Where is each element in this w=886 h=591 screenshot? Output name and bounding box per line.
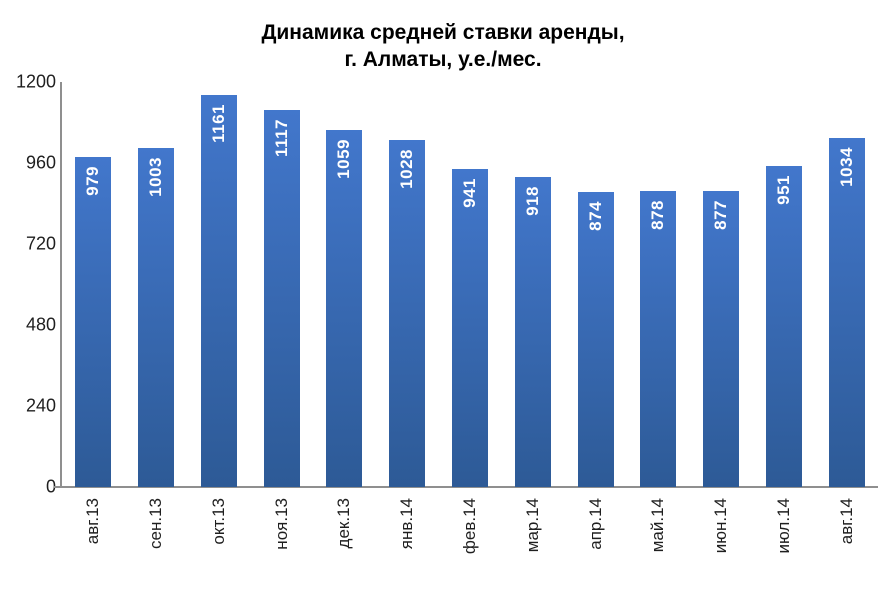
bar-value-label: 979: [83, 166, 103, 196]
x-axis-line: [54, 486, 878, 488]
bar-slot: 918: [501, 82, 564, 487]
bar: 1059: [326, 130, 363, 487]
bar-slot: 1003: [125, 82, 188, 487]
bar-series: 979 1003 1161 1117 1059 1028 941 918 874 878 877 95…: [62, 82, 878, 487]
bar-value-label: 951: [773, 175, 793, 205]
bar-slot: 979: [62, 82, 125, 487]
bar-value-label: 874: [585, 201, 605, 231]
x-axis-tick-slot: ноя.13: [250, 498, 313, 554]
bar-value-label: 1003: [146, 157, 166, 197]
x-axis-tick-label: мар.14: [522, 498, 542, 553]
x-axis-tick-slot: фев.14: [439, 498, 502, 554]
bar-slot: 1034: [815, 82, 878, 487]
bar: 951: [765, 166, 802, 487]
x-axis-tick-label: ноя.13: [271, 498, 291, 550]
bar-slot: 1117: [250, 82, 313, 487]
bar: 1117: [263, 110, 300, 487]
bar-value-label: 1117: [271, 119, 291, 157]
x-axis-tick-label: янв.14: [397, 498, 417, 550]
x-axis-tick-label: авг.14: [836, 498, 856, 545]
plot-area: 979 1003 1161 1117 1059 1028 941 918 874 878 877 95…: [62, 82, 878, 487]
bar: 941: [451, 169, 488, 487]
bar-value-label: 918: [522, 186, 542, 216]
bar: 1034: [828, 138, 865, 487]
bar-value-label: 941: [459, 178, 479, 208]
bar-slot: 1059: [313, 82, 376, 487]
x-axis-tick-slot: май.14: [627, 498, 690, 554]
x-axis-tick-slot: авг.13: [62, 498, 125, 554]
bar-value-label: 1028: [397, 149, 417, 189]
bar-value-label: 878: [648, 200, 668, 230]
y-axis-tick-label: 960: [25, 152, 56, 173]
x-axis-tick-slot: июн.14: [690, 498, 753, 554]
x-axis-tick-label: июл.14: [773, 498, 793, 554]
bar-slot: 874: [564, 82, 627, 487]
x-axis-tick-label: апр.14: [585, 498, 605, 550]
x-axis-tick-label: дек.13: [334, 498, 354, 549]
y-axis-tick-label: 480: [25, 314, 56, 335]
bar: 878: [640, 191, 677, 487]
bar-slot: 951: [752, 82, 815, 487]
bar-value-label: 1161: [208, 104, 228, 143]
x-axis-tick-label: окт.13: [208, 498, 228, 545]
bar-value-label: 1034: [836, 147, 856, 187]
bar: 979: [75, 157, 112, 487]
bar-slot: 878: [627, 82, 690, 487]
bar-slot: 1161: [188, 82, 251, 487]
bar: 1028: [389, 140, 426, 487]
bar-slot: 1028: [376, 82, 439, 487]
y-axis-line: [60, 82, 62, 487]
x-axis-tick-slot: авг.14: [815, 498, 878, 554]
x-axis-tick-labels: авг.13 сен.13 окт.13 ноя.13 дек.13 янв.14 фев.…: [62, 498, 878, 554]
bar: 1003: [138, 148, 175, 487]
x-axis-tick-slot: сен.13: [125, 498, 188, 554]
x-axis-tick-label: май.14: [648, 498, 668, 553]
bar-value-label: 877: [711, 200, 731, 230]
bar-slot: 877: [690, 82, 753, 487]
y-axis-tick-label: 240: [25, 395, 56, 416]
x-axis-tick-slot: июл.14: [752, 498, 815, 554]
x-axis-tick-label: фев.14: [459, 498, 479, 555]
x-axis-tick-slot: дек.13: [313, 498, 376, 554]
bar: 918: [514, 177, 551, 487]
y-axis-tick-label: 0: [45, 476, 56, 497]
y-axis-tick-label: 720: [25, 233, 56, 254]
y-axis-tick-labels: 0 240 480 720 960 1200: [0, 72, 56, 497]
bar: 1161: [200, 95, 237, 487]
x-axis-tick-slot: апр.14: [564, 498, 627, 554]
chart-title: Динамика средней ставки аренды, г. Алмат…: [0, 19, 886, 74]
bar: 874: [577, 192, 614, 487]
x-axis-tick-label: авг.13: [83, 498, 103, 545]
x-axis-tick-label: сен.13: [146, 498, 166, 549]
chart-title-line-2: г. Алматы, у.е./мес.: [344, 48, 542, 72]
bar: 877: [703, 191, 740, 487]
x-axis-tick-slot: мар.14: [501, 498, 564, 554]
bar-value-label: 1059: [334, 139, 354, 179]
bar-slot: 941: [439, 82, 502, 487]
x-axis-tick-slot: окт.13: [188, 498, 251, 554]
x-axis-tick-slot: янв.14: [376, 498, 439, 554]
x-axis-tick-label: июн.14: [711, 498, 731, 554]
y-axis-tick-label: 1200: [15, 71, 56, 92]
chart-title-line-1: Динамика средней ставки аренды,: [261, 21, 625, 44]
